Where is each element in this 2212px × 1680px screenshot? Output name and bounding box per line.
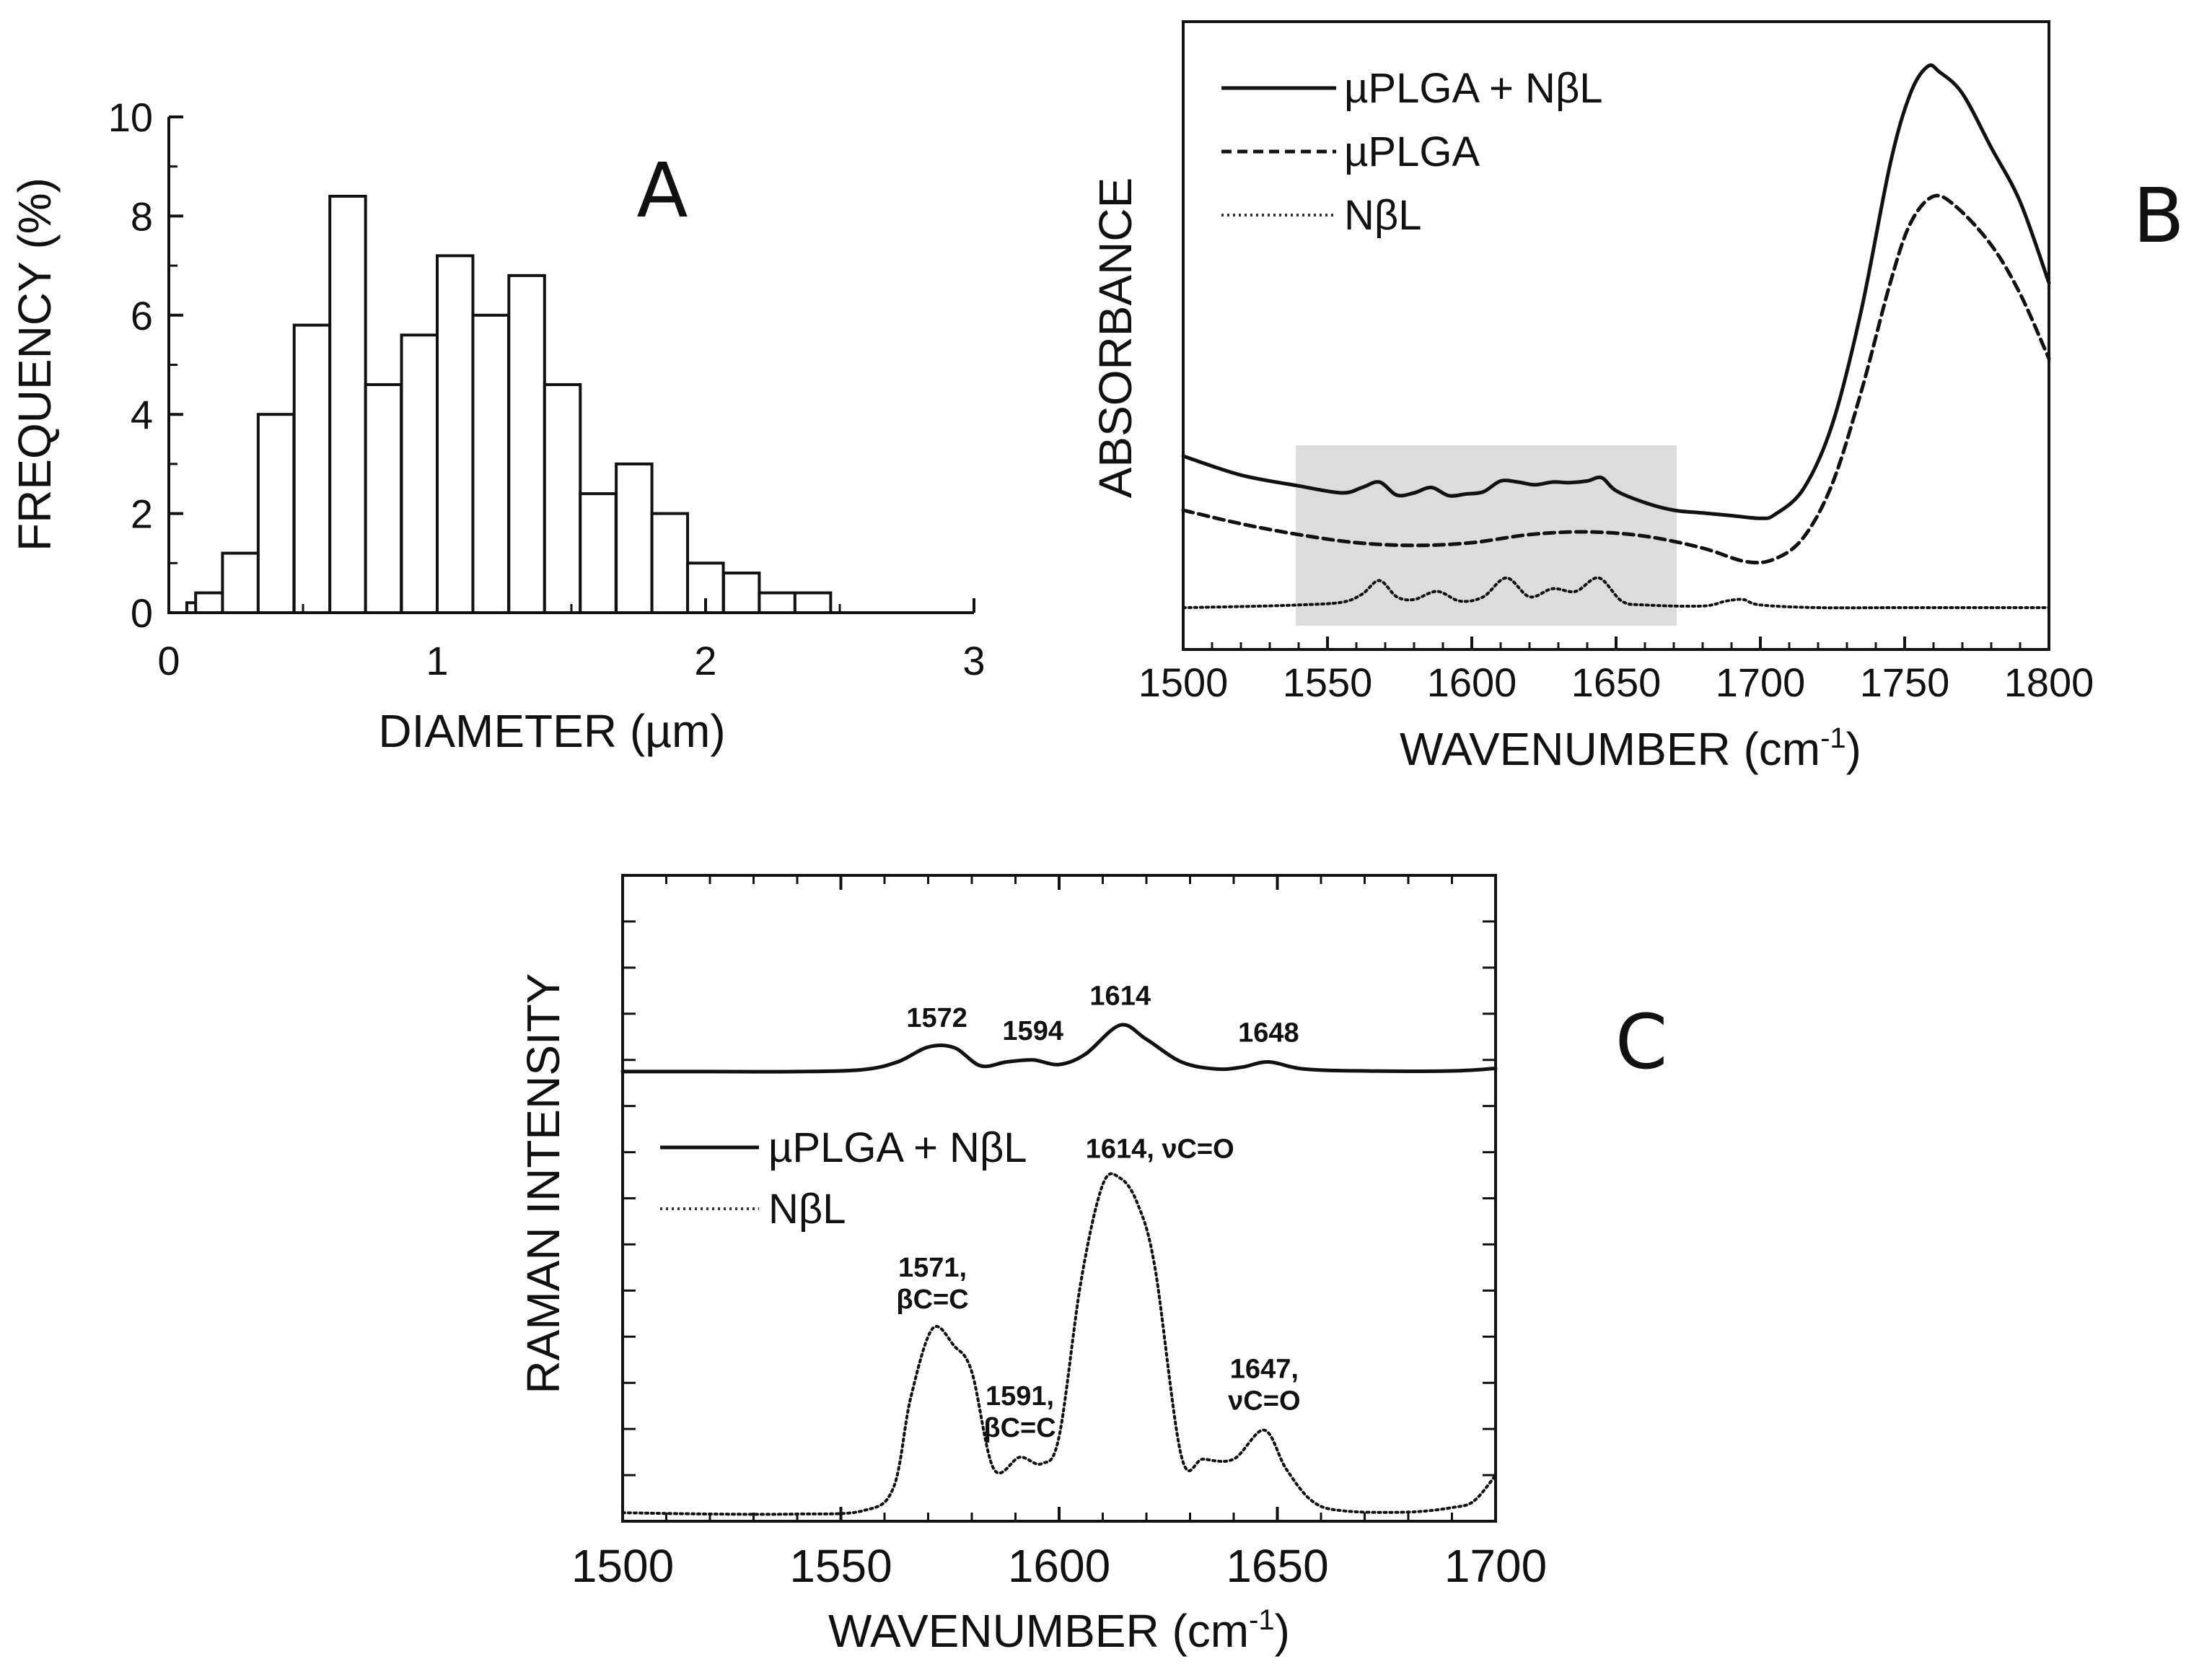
- panel-c-annotations: 1572 1594161416481571,βC=C1591,βC=C1614, …: [896, 981, 1300, 1443]
- peak-annotation: βC=C: [896, 1285, 968, 1315]
- peak-annotation: 1571,: [898, 1253, 967, 1283]
- x-tick-label: 1700: [1444, 1540, 1547, 1592]
- histogram-bar: [364, 382, 403, 614]
- series-line: [1181, 193, 2051, 565]
- x-tick-label: 1500: [571, 1540, 674, 1592]
- histogram-bar: [400, 333, 439, 614]
- x-tick-label: 1: [426, 638, 448, 683]
- x-tick-label: 1750: [1860, 660, 1950, 705]
- panel-b-x-axis-label: WAVENUMBER (cm-1): [1400, 722, 1861, 775]
- panel-c-y-axis-label: RAMAN INTENSITY: [517, 973, 569, 1394]
- histogram-bar: [471, 313, 510, 614]
- panel-c-frame: [621, 874, 1497, 1523]
- peak-annotation: βC=C: [983, 1413, 1055, 1443]
- y-tick-label: 2: [131, 491, 153, 537]
- x-tick-label: 1600: [1008, 1540, 1110, 1592]
- x-tick-label: 1500: [1138, 660, 1229, 705]
- panel-c-legend-entry-2: NβL: [768, 1186, 846, 1233]
- series-line: [1181, 63, 2051, 520]
- panel-c-legend: µPLGA + NβL NβL: [660, 1124, 1027, 1233]
- panel-c-ticks: [621, 875, 1497, 1521]
- x-tick-label: 0: [157, 638, 180, 683]
- series-line: [620, 1023, 1498, 1074]
- histogram-bar: [615, 462, 654, 615]
- x-tick-label: 1700: [1716, 660, 1806, 705]
- histogram-bar: [793, 591, 833, 615]
- panel-c-x-axis-label: WAVENUMBER (cm-1): [828, 1604, 1290, 1657]
- histogram-bar: [650, 512, 690, 614]
- y-tick-label: 4: [131, 392, 153, 437]
- histogram-bar: [543, 382, 582, 614]
- panel-b-x-tick-labels: 1500 1550 1600 1650 1700 1750 1800: [1138, 660, 2094, 705]
- x-tick-label: 1550: [1283, 660, 1373, 705]
- peak-annotation: 1594: [1002, 1016, 1063, 1046]
- panel-b-label: B: [2133, 172, 2184, 260]
- histogram-bar: [579, 492, 618, 614]
- peak-annotation: νC=O: [1228, 1386, 1300, 1417]
- x-tick-label: 2: [694, 638, 716, 683]
- histogram-bar: [721, 572, 761, 614]
- panel-a-label: A: [636, 146, 688, 235]
- panel-a-bars: [185, 194, 833, 615]
- panel-b-ticks: [1182, 636, 2050, 649]
- panel-c-label: C: [1615, 998, 1668, 1086]
- y-tick-label: 10: [108, 95, 153, 140]
- series-line: [1182, 576, 2050, 610]
- panel-c: 1500 1550 1600 1650 1700 1572 1594 1614 1648 157…: [517, 874, 1668, 1657]
- panel-b-legend-entry-3: NβL: [1344, 192, 1422, 239]
- y-tick-label: 8: [131, 193, 153, 239]
- peak-annotation: 1647,: [1230, 1355, 1299, 1385]
- y-tick-label: 6: [131, 293, 153, 338]
- histogram-bar: [758, 591, 796, 615]
- panel-b-y-axis-label: ABSORBANCE: [1089, 178, 1141, 499]
- peak-annotation: 1614, νC=O: [1086, 1134, 1234, 1165]
- y-tick-label: 0: [131, 590, 153, 636]
- x-tick-label: 1650: [1571, 660, 1662, 705]
- peak-annotation: 1614: [1089, 981, 1151, 1011]
- panel-b-series: [1181, 63, 2051, 610]
- panel-b-legend: µPLGA + NβL µPLGA NβL: [1221, 65, 1603, 239]
- histogram-bar: [221, 551, 260, 614]
- x-tick-label: 3: [962, 638, 985, 683]
- panel-a-x-axis-label: DIAMETER (µm): [378, 705, 725, 757]
- x-tick-label: 1550: [789, 1540, 892, 1592]
- panel-a-x-tick-labels: 0 1 2 3: [157, 638, 985, 683]
- histogram-bar: [292, 323, 332, 614]
- panel-c-legend-entry-1: µPLGA + NβL: [768, 1124, 1027, 1171]
- x-tick-label: 1600: [1427, 660, 1517, 705]
- histogram-bar: [507, 274, 546, 614]
- peak-annotation: 1572: [906, 1003, 967, 1033]
- panel-b: 1500 1550 1600 1650 1700 1750 1800 µPLGA + NβL…: [1089, 20, 2185, 775]
- panel-b-legend-entry-2: µPLGA: [1344, 128, 1480, 175]
- histogram-bar: [328, 194, 367, 615]
- x-tick-label: 1650: [1226, 1540, 1328, 1592]
- panel-a-y-tick-labels: 0 2 4 6 8 10: [108, 95, 153, 636]
- panel-a: 0 2 4 6 8 10 0 1 2 3 FREQUENCY (%) DIAMETER (µm)…: [9, 95, 986, 757]
- peak-annotation: 1648: [1238, 1018, 1299, 1049]
- histogram-bar: [256, 413, 296, 614]
- histogram-bar: [436, 254, 475, 614]
- x-tick-label: 1800: [2004, 660, 2094, 705]
- panel-a-ticks: [167, 115, 975, 614]
- panel-b-legend-entry-1: µPLGA + NβL: [1344, 65, 1603, 112]
- panel-c-x-tick-labels: 1500 1550 1600 1650 1700: [571, 1540, 1547, 1592]
- series-line: [621, 1172, 1497, 1516]
- panel-a-y-axis-label: FREQUENCY (%): [9, 178, 61, 551]
- panel-c-series: [620, 1023, 1498, 1516]
- peak-annotation: 1591,: [986, 1381, 1054, 1412]
